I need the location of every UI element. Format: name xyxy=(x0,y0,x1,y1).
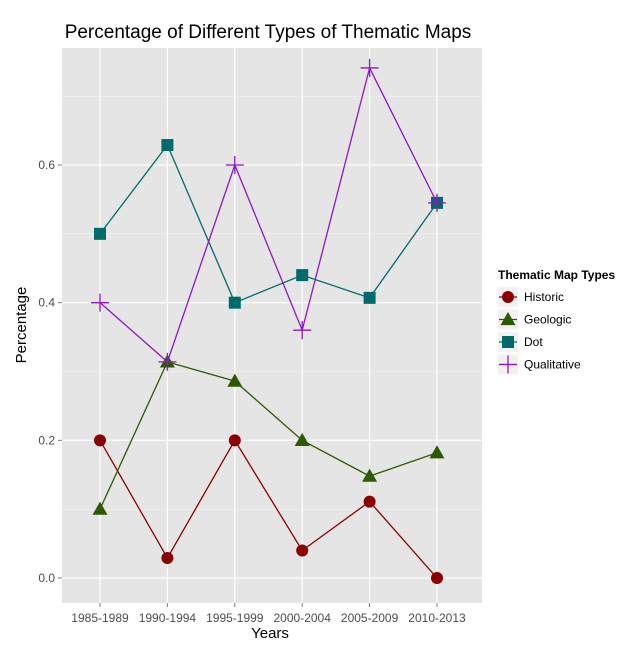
data-point-historic xyxy=(431,572,443,584)
legend-marker-geologic xyxy=(500,312,516,326)
data-point-historic xyxy=(161,552,174,565)
data-point-geologic xyxy=(429,445,445,459)
data-point-dot xyxy=(228,296,241,309)
x-tick-label: 1985-1989 xyxy=(71,611,129,625)
data-point-qualitative xyxy=(428,193,446,212)
legend-label-qualitative: Qualitative xyxy=(524,358,581,372)
data-point-dot xyxy=(363,291,376,304)
series-line-geologic xyxy=(99,361,438,510)
data-point-geologic xyxy=(294,432,310,446)
legend-label-geologic: Geologic xyxy=(524,313,571,327)
x-tick-label: 1995-1999 xyxy=(206,611,264,625)
y-tick-label: 0.6 xyxy=(38,158,55,172)
data-point-geologic xyxy=(227,373,243,387)
data-point-qualitative xyxy=(91,293,109,312)
legend-item-dot: Dot xyxy=(498,332,543,352)
legend-marker-qualitative xyxy=(499,355,517,374)
x-tick-label: 2010-2013 xyxy=(408,611,466,625)
legend-item-geologic: Geologic xyxy=(498,309,571,330)
legend: Thematic Map Types Historic Geologic Dot Qu… xyxy=(498,268,615,375)
y-tick-label: 0.2 xyxy=(38,433,55,447)
x-tick-label: 1990-1994 xyxy=(139,611,197,625)
y-tick-label: 0.4 xyxy=(38,296,55,310)
chart-title: Percentage of Different Types of Themati… xyxy=(65,22,472,43)
data-point-dot xyxy=(161,139,174,152)
y-axis-title: Percentage xyxy=(13,287,30,364)
series-line-qualitative xyxy=(99,66,438,363)
data-point-qualitative xyxy=(225,156,244,174)
legend-marker-dot xyxy=(502,336,514,348)
series-historic xyxy=(94,434,443,584)
x-axis-title: Years xyxy=(251,625,289,642)
x-axis-ticks: 1985-1989 1990-1994 1995-1999 2000-2004 2005… xyxy=(71,603,466,625)
y-axis-ticks: 0.0 0.2 0.4 0.6 xyxy=(38,158,62,585)
legend-label-dot: Dot xyxy=(524,335,543,349)
legend-label-historic: Historic xyxy=(524,290,564,304)
data-point-dot xyxy=(296,269,309,282)
series-qualitative xyxy=(91,58,446,371)
x-tick-label: 2005-2009 xyxy=(341,611,399,625)
legend-title: Thematic Map Types xyxy=(498,268,615,282)
data-point-geologic xyxy=(362,468,378,482)
data-point-dot xyxy=(94,227,106,240)
legend-item-qualitative: Qualitative xyxy=(498,354,581,375)
data-point-qualitative xyxy=(158,352,177,371)
data-point-qualitative xyxy=(360,58,379,77)
data-point-historic xyxy=(363,495,376,508)
data-point-qualitative xyxy=(293,321,312,340)
series-line-historic xyxy=(99,439,438,579)
y-tick-label: 0.0 xyxy=(38,571,55,585)
plot-panel xyxy=(62,48,482,603)
series-dot xyxy=(94,139,443,309)
data-point-historic xyxy=(94,434,106,447)
data-point-historic xyxy=(296,544,309,557)
series-geologic xyxy=(92,354,445,515)
data-point-geologic xyxy=(92,501,108,515)
series-layer xyxy=(91,58,446,584)
legend-item-historic: Historic xyxy=(498,287,564,307)
x-tick-label: 2000-2004 xyxy=(274,611,332,625)
data-point-historic xyxy=(228,434,241,447)
series-line-dot xyxy=(99,143,438,304)
legend-marker-historic xyxy=(502,291,514,303)
